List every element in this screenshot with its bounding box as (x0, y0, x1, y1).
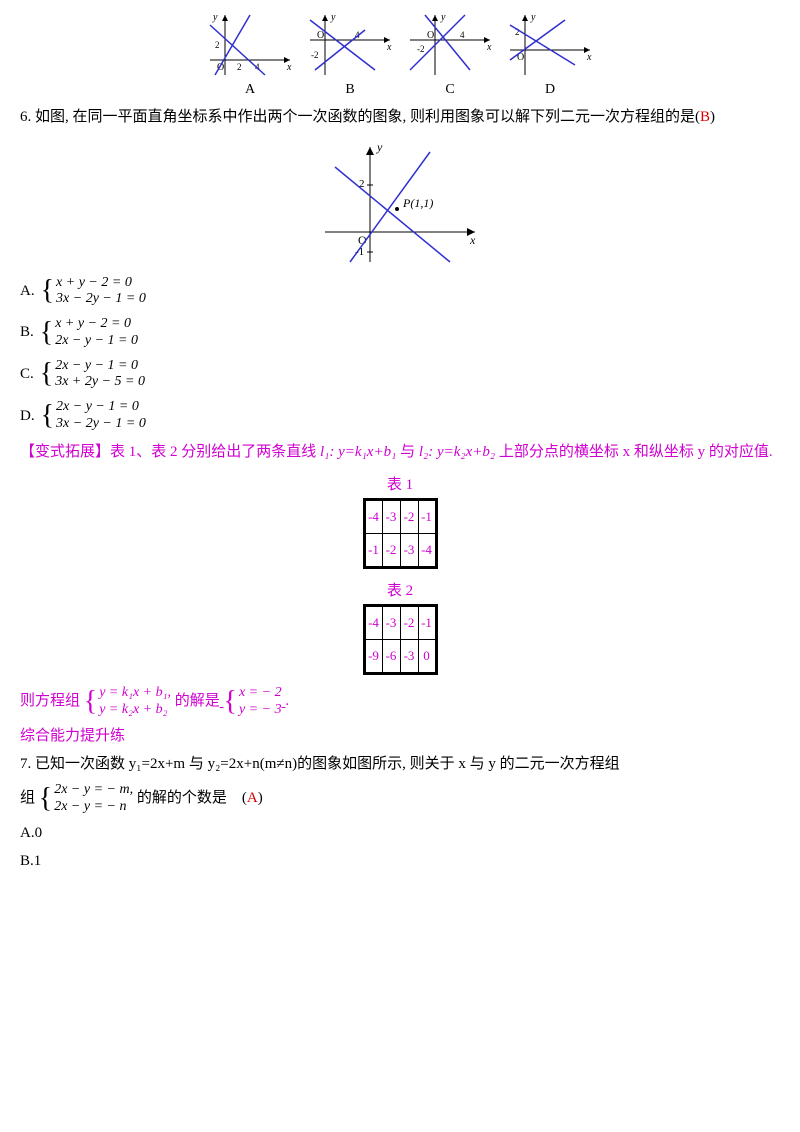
svg-text:4: 4 (460, 30, 465, 40)
variant-conclusion: 则方程组 {y = k₁x + b₁,y = k₂x + b₂ 的解是 {x =… (20, 685, 780, 719)
q6-figure: O x y 2 -1 P(1,1) (20, 137, 780, 267)
graph-label-B: B (345, 82, 354, 98)
q6-choice-D: D. {2x − y − 1 = 03x − 2y − 1 = 0 (20, 399, 780, 433)
svg-text:y: y (212, 12, 218, 23)
graph-label-A: A (245, 82, 255, 98)
svg-text:x: x (586, 52, 592, 63)
graph-C: O x y 4 -2 C (405, 10, 495, 98)
svg-text:x: x (286, 62, 292, 73)
svg-text:y: y (376, 140, 383, 154)
graph-D: O x y 2 D (505, 10, 595, 98)
svg-text:2: 2 (237, 62, 242, 72)
choice-label: B. (20, 324, 34, 341)
q6-text-before: 6. 如图, 在同一平面直角坐标系中作出两个一次函数的图象, 则利用图象可以解下… (20, 109, 700, 125)
svg-text:-2: -2 (311, 50, 319, 60)
q7-system: 组 {2x − y = − m,2x − y = − n 的解的个数是 (A) (20, 782, 780, 816)
table-2: 表 2 -4-3-2-1 -9-6-30 (20, 579, 780, 675)
svg-text:x: x (386, 42, 392, 53)
svg-text:O: O (317, 30, 324, 41)
svg-text:x: x (486, 42, 492, 53)
graph-label-D: D (545, 82, 555, 98)
table-1: 表 1 -4-3-2-1 -1-2-3-4 (20, 473, 780, 569)
section-heading: 综合能力提升练 (20, 725, 780, 748)
variant-intro: 【变式拓展】表 1、表 2 分别给出了两条直线 l₁: y=k₁x+b₁ 与 l… (20, 441, 780, 464)
q6-choice-B: B. {x + y − 2 = 02x − y − 1 = 0 (20, 316, 780, 350)
origin-label: O (217, 62, 224, 73)
q7-answer: A (247, 790, 258, 806)
graph-B: O x y 4 -2 B (305, 10, 395, 98)
choice-label: A. (20, 283, 35, 300)
q6-choice-A: A. {x + y − 2 = 03x − 2y − 1 = 0 (20, 275, 780, 309)
svg-text:y: y (330, 12, 336, 23)
q6-choice-C: C. {2x − y − 1 = 03x + 2y − 5 = 0 (20, 358, 780, 392)
q5-option-graphs: O x y 24 2 A O x y 4 -2 B O x y (20, 10, 780, 98)
q6-answer: B (700, 109, 710, 125)
svg-text:x: x (469, 233, 476, 247)
table2-caption: 表 2 (387, 579, 413, 600)
graph-label-C: C (445, 82, 454, 98)
q7-choice-A: A.0 (20, 822, 780, 845)
svg-text:O: O (427, 30, 434, 41)
graph-A: O x y 24 2 A (205, 10, 295, 98)
q7-text: 7. 已知一次函数 y₁=2x+m 与 y₂=2x+n(m≠n)的图象如图所示,… (20, 753, 780, 776)
choice-label: D. (20, 408, 35, 425)
svg-text:2: 2 (215, 40, 220, 50)
q6-text-after: ) (710, 109, 715, 125)
q6-text: 6. 如图, 在同一平面直角坐标系中作出两个一次函数的图象, 则利用图象可以解下… (20, 106, 780, 129)
q6-point-P: P(1,1) (402, 196, 433, 210)
q7-choice-B: B.1 (20, 850, 780, 873)
svg-text:-2: -2 (417, 44, 425, 54)
svg-text:y: y (530, 12, 536, 23)
svg-text:y: y (440, 12, 446, 23)
choice-label: C. (20, 366, 34, 383)
table1-caption: 表 1 (387, 473, 413, 494)
